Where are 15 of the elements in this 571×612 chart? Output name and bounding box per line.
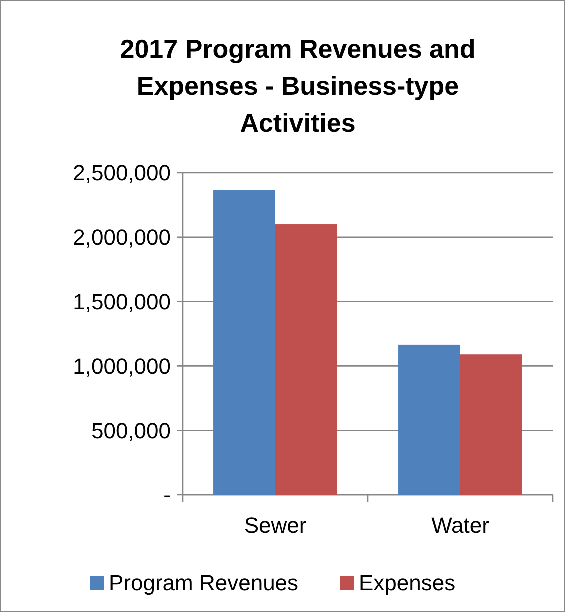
bar (276, 224, 338, 495)
bar (460, 354, 522, 495)
legend-label: Expenses (359, 570, 456, 596)
chart-title: 2017 Program Revenues and Expenses - Business-type Activities (120, 34, 476, 138)
y-tick-label: 1,000,000 (73, 354, 171, 379)
y-tick-label: 1,500,000 (73, 290, 171, 314)
bar (214, 190, 276, 495)
legend-label: Program Revenues (109, 570, 299, 596)
y-tick-label: 2,500,000 (73, 160, 171, 186)
y-tick-label: 2,000,000 (73, 225, 171, 250)
y-tick-label: 500,000 (91, 418, 171, 444)
x-tick-label: Water (432, 513, 490, 538)
x-tick-label: Sewer (244, 513, 307, 538)
y-tick-label: - (164, 482, 171, 508)
bar (398, 344, 460, 495)
